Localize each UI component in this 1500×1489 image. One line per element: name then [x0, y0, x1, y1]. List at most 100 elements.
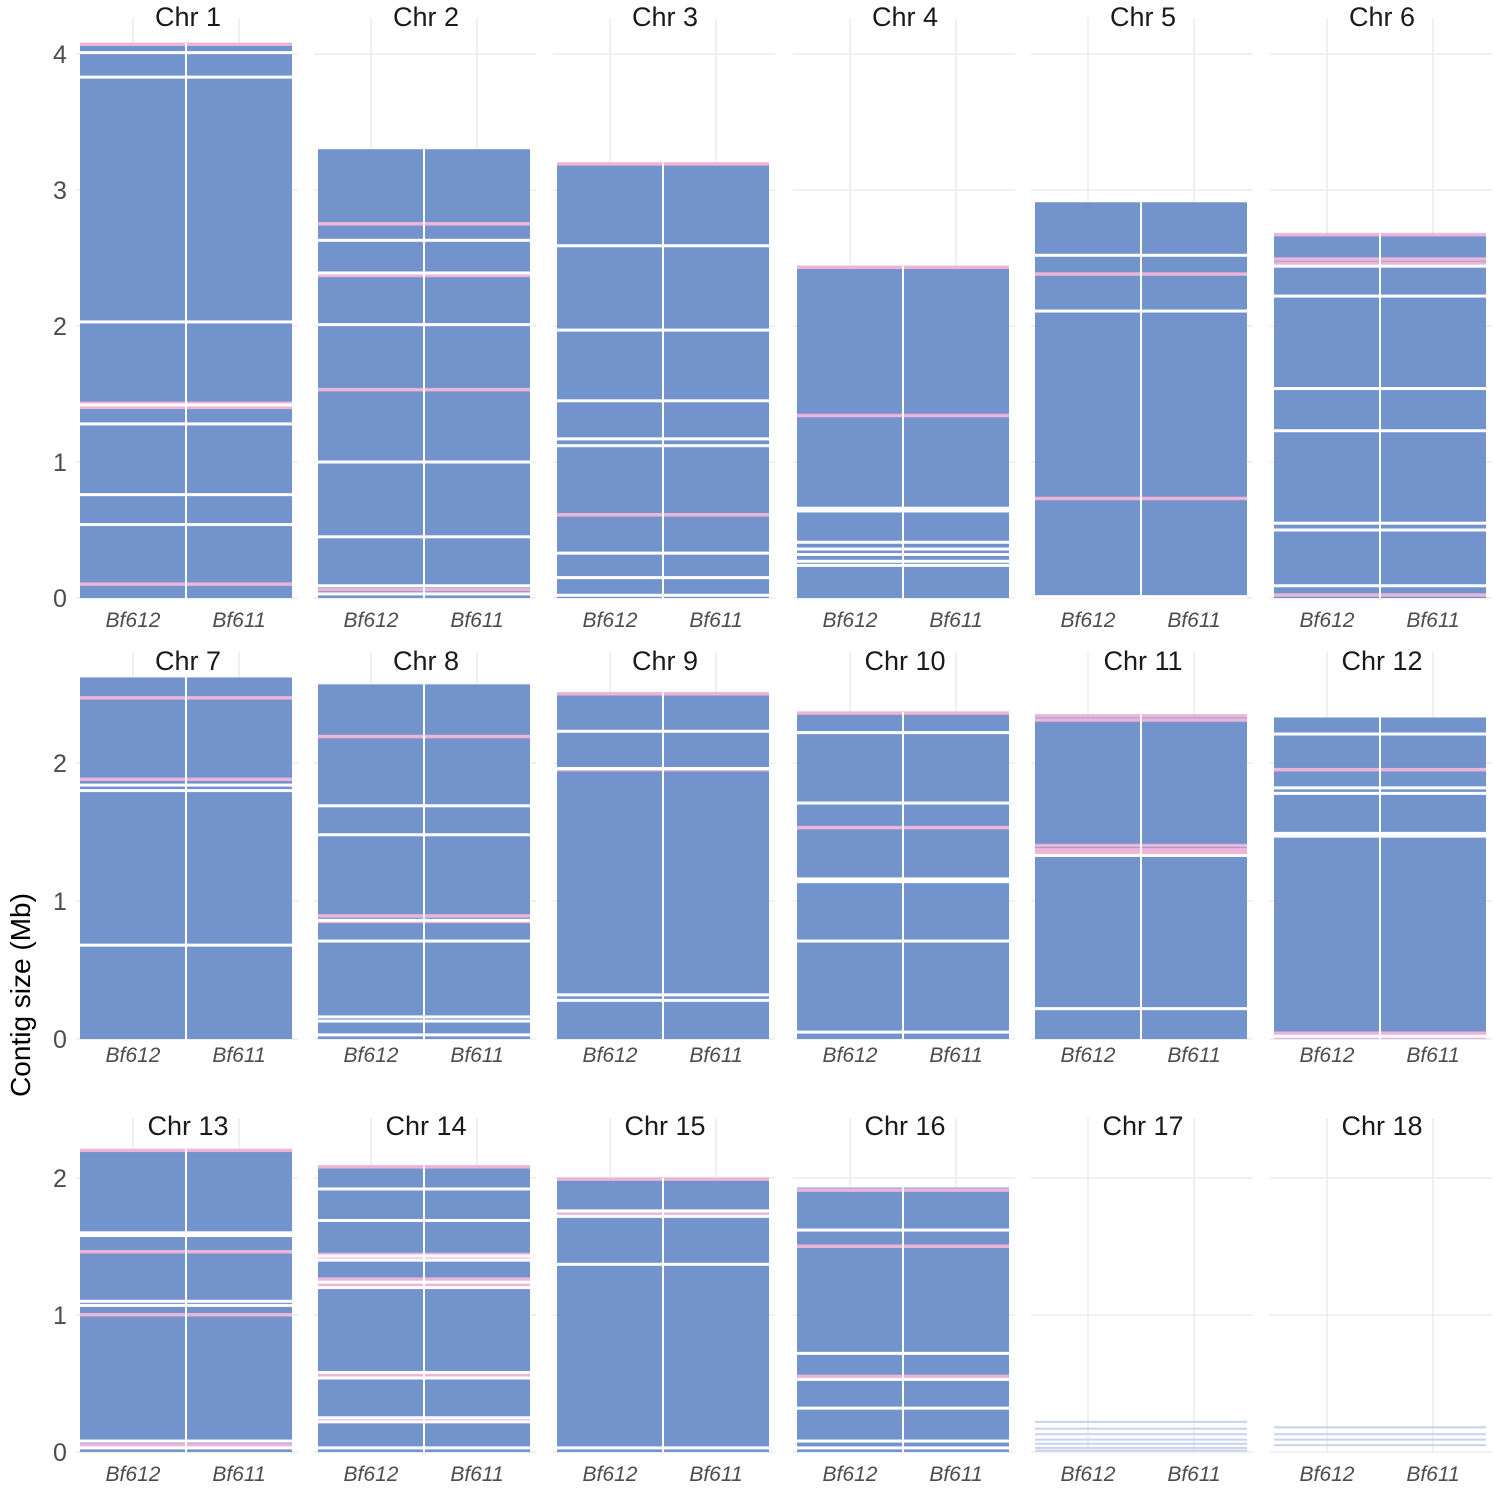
- contig-boundary-pink: [903, 1374, 1009, 1379]
- bar-bf611: [424, 1165, 530, 1452]
- contig-gap: [424, 1254, 530, 1258]
- panels-layer: Chr 1 Bf612 Bf611 Chr 2 Bf612 Bf611 Chr 3 Bf612…: [76, 2, 1492, 1486]
- contig-gap: [663, 767, 769, 771]
- bar-bf612: [1035, 202, 1141, 599]
- contig-gap: [318, 804, 424, 808]
- contig-gap: [797, 1030, 903, 1034]
- contig-boundary-pink: [557, 162, 663, 166]
- facet-chr-13: Chr 13 Bf612 Bf611: [76, 1111, 298, 1486]
- bar-bf612: [318, 1165, 424, 1452]
- contig-gap: [424, 1416, 530, 1420]
- contig-boundary-pink: [186, 1443, 292, 1447]
- contig-gap: [663, 593, 769, 597]
- x-tick-label: Bf612: [344, 609, 399, 632]
- contig-boundary-pink: [1380, 767, 1486, 772]
- contig-gap: [424, 323, 530, 327]
- y-tick-label: 4: [53, 41, 67, 69]
- contig-gap: [1274, 791, 1380, 795]
- bar-bf611: [663, 692, 769, 1039]
- y-tick-label: 1: [53, 1302, 67, 1330]
- bar-bf611: [186, 677, 292, 1039]
- contig-gap: [186, 1303, 292, 1307]
- facet-chr-12: Chr 12 Bf612 Bf611: [1270, 646, 1492, 1067]
- bar-bf612: [557, 1178, 663, 1452]
- contig-gap: [903, 880, 1009, 884]
- contig-gap: [557, 593, 663, 597]
- contig-gap: [424, 1187, 530, 1191]
- facet-chr-18: Chr 18 Bf612 Bf611: [1270, 1111, 1492, 1486]
- facet-chr-9: Chr 9 Bf612 Bf611: [553, 646, 775, 1067]
- contig-gap: [80, 75, 186, 79]
- contig-gap: [1380, 1034, 1486, 1038]
- contig-gap: [903, 1446, 1009, 1450]
- contig-gap: [903, 540, 1009, 544]
- x-tick-label: Bf611: [1167, 1044, 1220, 1067]
- contig-gap: [186, 789, 292, 793]
- contig-gap: [797, 801, 903, 805]
- contig-boundary-pink: [1274, 257, 1380, 261]
- contig-gap: [424, 1033, 530, 1037]
- contig-boundary-pink: [186, 405, 292, 410]
- contig-gap: [1380, 387, 1486, 391]
- contig-boundary-pink: [186, 1249, 292, 1254]
- contig-gap: [1035, 1007, 1141, 1011]
- y-tick-label: 0: [53, 1439, 67, 1467]
- faint-contig-line: [1035, 1438, 1247, 1441]
- x-tick-label: Bf612: [344, 1044, 399, 1067]
- contig-boundary-pink: [557, 513, 663, 517]
- contig-boundary-pink: [797, 1188, 903, 1192]
- contig-gap: [80, 789, 186, 793]
- facet-title: Chr 18: [1341, 1111, 1422, 1141]
- contig-gap: [186, 1231, 292, 1235]
- contig-boundary-pink: [903, 825, 1009, 830]
- contig-gap: [557, 998, 663, 1002]
- contig-gap: [424, 1420, 530, 1424]
- contig-gap: [797, 559, 903, 563]
- contig-boundary-pink: [1141, 714, 1247, 718]
- contig-gap: [903, 559, 1009, 563]
- contig-gap: [318, 535, 424, 539]
- contig-boundary-pink: [1274, 232, 1380, 237]
- contig-boundary-pink: [186, 696, 292, 700]
- x-tick-label: Bf612: [106, 1044, 161, 1067]
- contig-gap: [797, 1377, 903, 1381]
- contig-gap: [424, 1258, 530, 1262]
- contig-gap: [1380, 786, 1486, 790]
- contig-boundary-pink: [1141, 843, 1247, 848]
- contig-gap: [663, 437, 769, 441]
- contig-boundary-pink: [424, 1277, 530, 1281]
- contig-gap: [186, 422, 292, 426]
- contig-gap: [663, 244, 769, 248]
- contig-boundary-pink: [424, 1252, 530, 1257]
- contig-gap: [1380, 732, 1486, 736]
- contig-boundary-pink: [318, 914, 424, 918]
- contig-boundary-pink: [318, 1252, 424, 1257]
- contig-gap: [80, 320, 186, 324]
- contig-boundary-pink: [797, 711, 903, 715]
- bar-bf611: [903, 1187, 1009, 1452]
- contig-gap: [318, 1019, 424, 1023]
- contig-boundary-pink: [318, 273, 424, 278]
- contig-gap: [424, 804, 530, 808]
- contig-gap: [797, 552, 903, 556]
- contig-gap: [663, 1262, 769, 1266]
- contig-boundary-pink: [557, 1177, 663, 1181]
- contig-boundary-pink: [903, 1188, 1009, 1192]
- contig-gap: [80, 1234, 186, 1238]
- x-tick-label: Bf612: [1300, 1044, 1355, 1067]
- contig-gap: [557, 1446, 663, 1450]
- contig-gap: [424, 1376, 530, 1380]
- contig-gap: [1380, 831, 1486, 835]
- contig-gap: [797, 1228, 903, 1232]
- contig-boundary-pink: [663, 513, 769, 517]
- facet-title: Chr 8: [393, 646, 459, 676]
- x-tick-label: Bf611: [689, 609, 742, 632]
- contig-gap: [1274, 429, 1380, 433]
- contig-boundary-pink: [1380, 257, 1486, 261]
- contig-gap: [1274, 528, 1380, 532]
- contig-gap: [663, 328, 769, 332]
- contig-gap: [318, 238, 424, 242]
- contig-gap: [797, 880, 903, 884]
- contig-gap: [318, 833, 424, 837]
